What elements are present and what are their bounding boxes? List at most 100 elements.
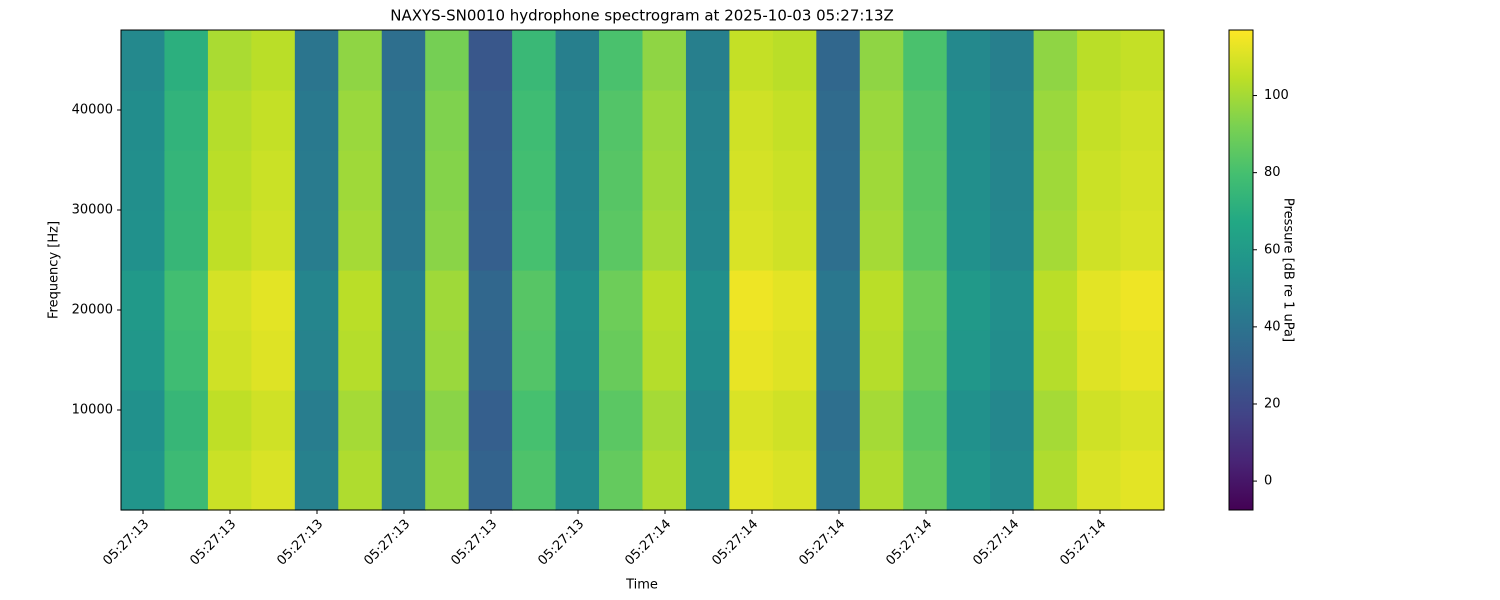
heatmap-cell xyxy=(729,270,774,331)
heatmap-cell xyxy=(164,270,209,331)
x-tick-label: 05:27:14 xyxy=(796,517,848,569)
heatmap-cell xyxy=(990,210,1035,271)
x-tick-label: 05:27:14 xyxy=(970,517,1022,569)
heatmap-cell xyxy=(512,330,557,391)
heatmap-cell xyxy=(1077,450,1122,511)
heatmap-cell xyxy=(1077,210,1122,271)
heatmap-cell xyxy=(468,390,513,451)
heatmap-cell xyxy=(642,210,687,271)
heatmap-cell xyxy=(1120,330,1165,391)
heatmap-cell xyxy=(121,90,166,151)
heatmap-cell xyxy=(946,270,991,331)
heatmap-cell xyxy=(1033,210,1078,271)
heatmap-cell xyxy=(816,330,861,391)
heatmap-cell xyxy=(903,90,948,151)
heatmap-cell xyxy=(1033,270,1078,331)
heatmap-cell xyxy=(512,150,557,211)
colorbar-label: Pressure [dB re 1 uPa] xyxy=(1281,198,1296,342)
heatmap-cell xyxy=(816,210,861,271)
heatmap-cell xyxy=(207,90,252,151)
heatmap-cell xyxy=(729,450,774,511)
heatmap-cell xyxy=(903,210,948,271)
heatmap-cell xyxy=(946,210,991,271)
heatmap-cell xyxy=(685,270,731,331)
heatmap-cell xyxy=(425,390,470,451)
heatmap-cell xyxy=(425,450,470,511)
x-tick-label: 05:27:14 xyxy=(709,517,761,569)
colorbar-tick-label: 20 xyxy=(1264,396,1281,411)
heatmap-cell xyxy=(859,210,904,271)
heatmap-cell xyxy=(729,210,774,271)
heatmap-cell xyxy=(859,270,904,331)
heatmap-cell xyxy=(425,150,470,211)
heatmap-cell xyxy=(512,90,557,151)
heatmap-cell xyxy=(816,270,861,331)
heatmap-cell xyxy=(164,450,209,511)
heatmap-cell xyxy=(599,150,644,211)
heatmap-cell xyxy=(164,150,209,211)
heatmap-cell xyxy=(1077,90,1122,151)
heatmap-cell xyxy=(338,270,383,331)
heatmap-cell xyxy=(772,270,817,331)
heatmap-cell xyxy=(946,390,991,451)
heatmap-cell xyxy=(599,90,644,151)
heatmap-cell xyxy=(425,30,470,91)
heatmap-cell xyxy=(729,330,774,391)
chart-title: NAXYS-SN0010 hydrophone spectrogram at 2… xyxy=(390,7,894,25)
heatmap-cell xyxy=(251,450,296,511)
y-tick-label: 10000 xyxy=(72,403,113,418)
heatmap-cell xyxy=(816,150,861,211)
heatmap-cell xyxy=(859,390,904,451)
y-tick-label: 20000 xyxy=(72,303,113,318)
heatmap-cell xyxy=(207,210,252,271)
heatmap-cell xyxy=(294,150,339,211)
x-tick-label: 05:27:14 xyxy=(622,517,674,569)
colorbar-tick-label: 40 xyxy=(1264,319,1281,334)
heatmap-cell xyxy=(990,150,1035,211)
heatmap-cell xyxy=(1120,390,1165,451)
heatmap-cell xyxy=(903,270,948,331)
heatmap-cell xyxy=(121,150,166,211)
heatmap-cell xyxy=(642,330,687,391)
heatmap-cell xyxy=(468,270,513,331)
x-tick-label: 05:27:14 xyxy=(883,517,935,569)
heatmap-cell xyxy=(121,210,166,271)
heatmap-cell xyxy=(381,450,426,511)
heatmap-cell xyxy=(685,330,731,391)
x-tick-label: 05:27:14 xyxy=(1057,517,1109,569)
heatmap-cell xyxy=(729,90,774,151)
heatmap-cell xyxy=(599,210,644,271)
heatmap-cell xyxy=(251,30,296,91)
heatmap-cell xyxy=(338,390,383,451)
heatmap-cell xyxy=(468,30,513,91)
heatmap-cell xyxy=(294,390,339,451)
heatmap-cell xyxy=(294,330,339,391)
heatmap-cell xyxy=(1120,90,1165,151)
heatmap-cell xyxy=(555,210,600,271)
x-tick-label: 05:27:13 xyxy=(274,517,326,569)
heatmap-cell xyxy=(903,150,948,211)
heatmap-cell xyxy=(251,330,296,391)
plot-frame xyxy=(120,29,1165,511)
heatmap-cell xyxy=(816,90,861,151)
heatmap-cell xyxy=(990,270,1035,331)
heatmap-cell xyxy=(121,30,166,91)
heatmap-cell xyxy=(772,90,817,151)
heatmap-cell xyxy=(859,450,904,511)
heatmap-cell xyxy=(859,150,904,211)
heatmap-cell xyxy=(164,30,209,91)
heatmap-cell xyxy=(468,90,513,151)
heatmap-cell xyxy=(642,450,687,511)
heatmap-cell xyxy=(599,330,644,391)
heatmap-cell xyxy=(990,390,1035,451)
y-tick-label: 30000 xyxy=(72,203,113,218)
heatmap-cell xyxy=(381,270,426,331)
heatmap-cell xyxy=(555,150,600,211)
heatmap-cell xyxy=(207,150,252,211)
y-tick-label: 40000 xyxy=(72,103,113,118)
heatmap-cell xyxy=(599,390,644,451)
heatmap-cell xyxy=(512,390,557,451)
heatmap-cell xyxy=(903,330,948,391)
heatmap-cell xyxy=(381,330,426,391)
